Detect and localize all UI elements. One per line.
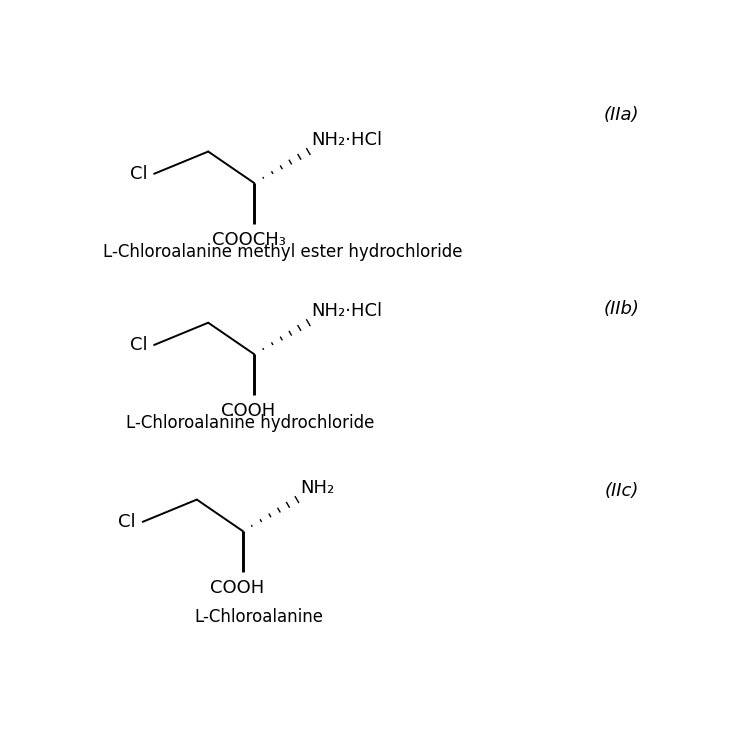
Text: (IIc): (IIc)	[604, 482, 639, 500]
Text: Cl: Cl	[129, 165, 147, 183]
Text: L-Chloroalanine: L-Chloroalanine	[194, 608, 323, 625]
Text: NH₂·HCl: NH₂·HCl	[311, 130, 382, 149]
Text: (IIa): (IIa)	[604, 106, 639, 124]
Text: Cl: Cl	[118, 513, 136, 531]
Text: NH₂: NH₂	[300, 479, 334, 496]
Text: NH₂·HCl: NH₂·HCl	[311, 302, 382, 320]
Text: COOCH₃: COOCH₃	[212, 230, 285, 249]
Text: L-Chloroalanine methyl ester hydrochloride: L-Chloroalanine methyl ester hydrochlori…	[103, 242, 463, 261]
Text: COOH: COOH	[210, 579, 265, 597]
Text: (IIb): (IIb)	[603, 299, 639, 318]
Text: COOH: COOH	[221, 402, 276, 420]
Text: L-Chloroalanine hydrochloride: L-Chloroalanine hydrochloride	[126, 413, 374, 432]
Text: Cl: Cl	[129, 336, 147, 354]
